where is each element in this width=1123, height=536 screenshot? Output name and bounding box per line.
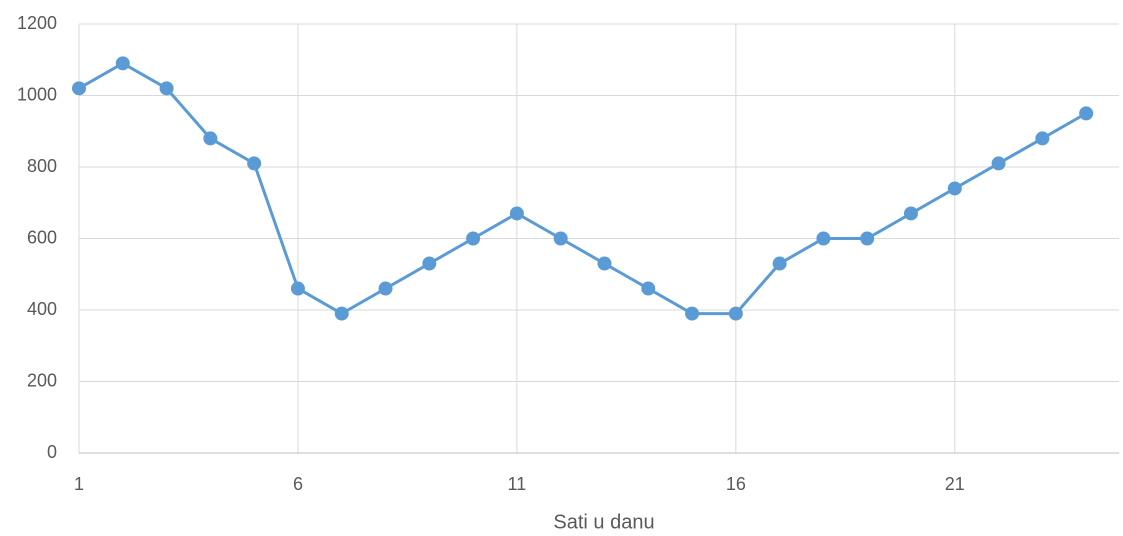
data-point bbox=[422, 256, 437, 271]
data-point bbox=[816, 231, 831, 246]
data-point bbox=[728, 306, 743, 321]
data-point bbox=[203, 131, 218, 146]
data-point bbox=[947, 181, 962, 196]
data-point bbox=[641, 281, 656, 296]
data-point bbox=[509, 206, 524, 221]
series-line bbox=[78, 61, 1087, 316]
y-tick-label: 200 bbox=[27, 370, 57, 390]
y-tick-label: 0 bbox=[47, 442, 57, 462]
data-point bbox=[860, 231, 875, 246]
data-point bbox=[553, 231, 568, 246]
x-tick-label: 1 bbox=[74, 474, 84, 494]
y-tick-label: 1200 bbox=[17, 13, 57, 33]
x-axis-label: Sati u danu bbox=[553, 511, 654, 533]
x-tick-label: 21 bbox=[945, 474, 965, 494]
data-point bbox=[597, 256, 612, 271]
x-tick-label: 16 bbox=[726, 474, 746, 494]
data-point bbox=[1079, 106, 1094, 121]
data-point bbox=[247, 156, 262, 171]
data-point bbox=[1035, 131, 1050, 146]
data-point bbox=[466, 231, 481, 246]
data-point bbox=[159, 81, 174, 96]
data-point bbox=[772, 256, 787, 271]
data-point bbox=[290, 281, 305, 296]
data-point bbox=[904, 206, 918, 221]
data-point bbox=[334, 306, 349, 321]
data-point bbox=[991, 156, 1006, 171]
data-point bbox=[685, 306, 700, 321]
y-tick-label: 1000 bbox=[17, 84, 57, 104]
data-point bbox=[72, 81, 86, 96]
data-point bbox=[115, 56, 130, 71]
x-tick-label: 11 bbox=[508, 474, 527, 494]
y-tick-label: 800 bbox=[27, 156, 57, 176]
data-point bbox=[378, 281, 393, 296]
y-tick-label: 400 bbox=[27, 299, 57, 319]
y-tick-label: 600 bbox=[27, 227, 57, 247]
x-tick-label: 6 bbox=[293, 474, 303, 494]
